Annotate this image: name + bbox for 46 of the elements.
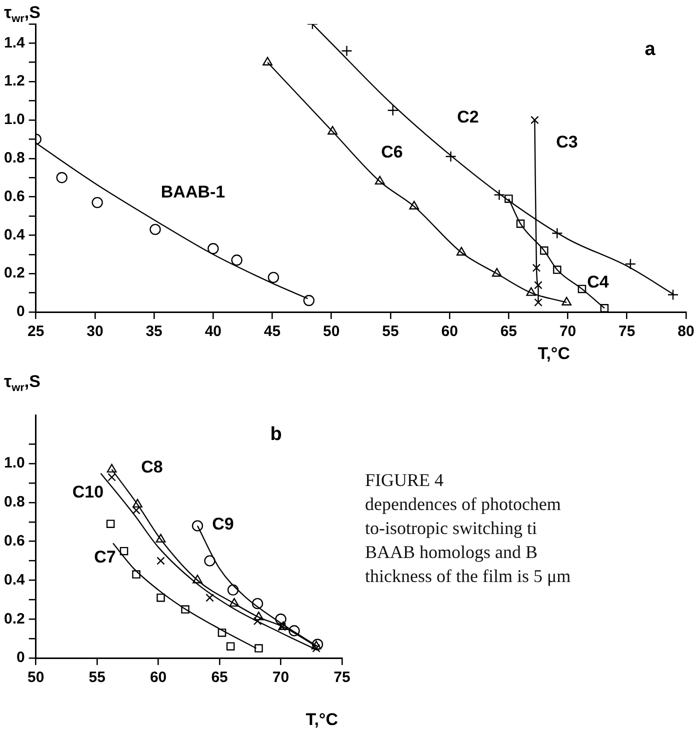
x-tick-label: 70: [272, 669, 290, 686]
x-tick-label: 30: [86, 323, 104, 340]
series-label: C8: [141, 458, 163, 477]
x-tick-label: 25: [28, 323, 44, 340]
x-tick-label: 75: [334, 669, 350, 686]
x-tick-label: 45: [264, 323, 281, 340]
y-tick-label: 0.2: [4, 264, 25, 282]
y-tick-label: 0.6: [4, 532, 25, 550]
series-label: C7: [94, 548, 116, 567]
series-label: C4: [587, 272, 610, 292]
x-tick-label: 55: [88, 669, 106, 686]
x-tick-label: 35: [146, 323, 162, 340]
x-tick-label: 75: [618, 323, 636, 340]
text: a: [644, 39, 656, 60]
y-tick-label: 0: [16, 303, 25, 320]
y-tick-label: 1.4: [4, 34, 26, 52]
series-label: C2: [457, 108, 479, 127]
x-tick-label: 40: [204, 323, 222, 340]
x-tick-label: 80: [678, 323, 694, 340]
y-tick-label: 0.6: [4, 188, 25, 205]
series-label: C6: [381, 142, 403, 162]
x-tick-label: 60: [150, 669, 167, 686]
series-label: C9: [212, 514, 234, 534]
y-tick-label: 1.2: [4, 72, 25, 90]
y-tick-label: 1.0: [4, 454, 25, 472]
x-tick-label: 50: [323, 323, 340, 340]
x-tick-label: 70: [559, 323, 576, 340]
x-axis-title: T,°C: [538, 344, 570, 363]
y-tick-label: 0: [16, 649, 25, 666]
y-tick-label: 0.2: [4, 610, 25, 628]
series-label: C3: [556, 132, 578, 152]
x-tick-label: 60: [441, 323, 458, 340]
y-tick-label: 1.0: [4, 111, 25, 128]
x-tick-label: 55: [382, 323, 399, 340]
y-tick-label: 0.4: [4, 571, 26, 588]
series-label: C10: [72, 482, 104, 502]
y-tick-label: 0.8: [4, 150, 25, 167]
x-tick-label: 65: [500, 323, 518, 340]
caption: FIGURE 4 dependences of photochem to-isotropic switching ti BAAB homologs and B thickness of the film is 5 μm: [365, 469, 572, 588]
x-tick-label: 65: [211, 669, 228, 686]
series-label: BAAB-1: [160, 182, 226, 202]
y-tick-label: 0.8: [4, 494, 25, 511]
y-tick-label: 0.4: [4, 226, 26, 244]
x-tick-label: 50: [28, 669, 44, 686]
x-axis-title: T,°C: [306, 710, 338, 729]
text: b: [270, 424, 282, 446]
